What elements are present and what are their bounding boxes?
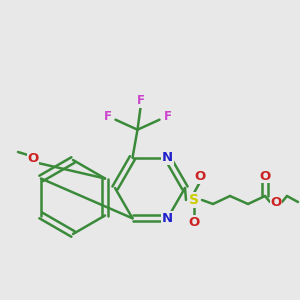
- Text: O: O: [27, 152, 39, 164]
- Text: F: F: [103, 110, 112, 123]
- Text: F: F: [164, 110, 172, 123]
- Text: O: O: [188, 215, 200, 229]
- Text: N: N: [162, 151, 173, 164]
- Text: O: O: [270, 196, 282, 208]
- Text: O: O: [194, 170, 206, 184]
- Text: S: S: [189, 193, 199, 207]
- Text: F: F: [136, 94, 145, 107]
- Text: N: N: [162, 212, 173, 225]
- Text: O: O: [260, 169, 271, 182]
